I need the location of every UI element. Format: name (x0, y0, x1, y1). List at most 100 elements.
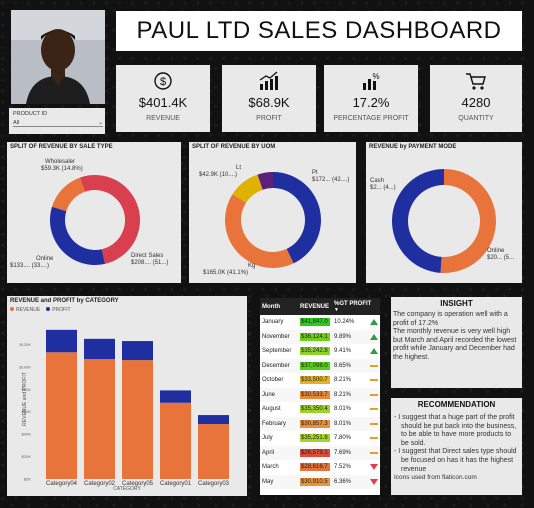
donut-slice-kg[interactable] (225, 194, 294, 268)
pct-wrapper: 8.01% (334, 406, 378, 412)
profit-bar[interactable] (198, 415, 229, 425)
pct-value: 8.01% (334, 406, 352, 413)
payment-donut (391, 169, 496, 273)
pct-cell: 8.01% (332, 416, 380, 431)
donut-slice-cash[interactable] (391, 169, 444, 273)
table-row[interactable]: February $30,857.3 8.01% (260, 416, 380, 431)
pt-name: Pt (312, 170, 318, 176)
table-row[interactable]: January $41,847.0 10.24% (260, 315, 380, 330)
y-tick-label: $60K (22, 409, 32, 414)
table-row[interactable]: August $35,350.4 8.01% (260, 402, 380, 417)
donut-slice-online[interactable] (440, 169, 496, 273)
recommendation-item: - I suggest that Direct sales type shoul… (394, 448, 517, 473)
kg-name: Kg (248, 263, 256, 269)
revenue-bar[interactable] (84, 359, 115, 479)
revenue-cell: $41,847.0 (298, 315, 332, 330)
revenue-bar[interactable] (46, 352, 77, 479)
product-id-slicer[interactable]: PRODUCT ID All ⌄ (9, 108, 105, 134)
pct-cell: 8.21% (332, 373, 380, 388)
pct-cell: 8.01% (332, 402, 380, 417)
svg-text:%: % (372, 72, 379, 81)
table-row[interactable]: March $28,616.7 7.52% (260, 460, 380, 475)
revenue-bar[interactable] (198, 424, 229, 479)
pct-value: 8.65% (334, 362, 352, 369)
table-row[interactable]: June $30,533.7 8.21% (260, 387, 380, 402)
revenue-value: $35,251.8 (300, 434, 330, 443)
table-row[interactable]: October $33,500.7 8.21% (260, 373, 380, 388)
profit-bar[interactable] (122, 341, 153, 361)
profit-bar[interactable] (84, 338, 115, 360)
up-triangle-icon (370, 333, 378, 340)
pct-value: 9.89% (334, 333, 352, 340)
revenue-bar[interactable] (160, 402, 191, 479)
percentage-chart-icon: % (363, 72, 380, 90)
online-name: Online (36, 256, 54, 262)
profit-chart-icon (259, 71, 278, 90)
table-header-row: Month REVENUE %GT PROFIT ▼ (260, 298, 380, 315)
slicer-dropdown[interactable]: All ⌄ (13, 120, 103, 127)
revenue-value: $36,124.1 (300, 332, 330, 341)
revenue-cell: $30,910.5 (298, 474, 332, 489)
x-tick-label: Category01 (160, 481, 192, 487)
kpi-value: $401.4K (138, 95, 188, 110)
direct-sales-name: Direct Sales (131, 253, 164, 259)
table-row[interactable]: September $35,242.8 9.41% (260, 344, 380, 359)
donut-slice-wholesaler[interactable] (51, 177, 85, 212)
month-cell: April (260, 445, 298, 460)
pct-wrapper: 10.24% (334, 319, 378, 326)
donut-slice-pt[interactable] (273, 172, 321, 264)
kpi-label: REVENUE (146, 115, 180, 122)
donut-slice-lt[interactable] (232, 174, 263, 203)
pct-wrapper: 7.52% (334, 464, 378, 471)
kg-value: $165.0K (41.1%) (203, 270, 249, 276)
profit-bar[interactable] (46, 329, 77, 353)
recommendation-item: - I suggest that a huge part of the prof… (394, 414, 517, 447)
up-triangle-icon (370, 348, 378, 355)
wholesaler-name: Wholesaler (45, 159, 76, 165)
table-row[interactable]: April $26,579.1 7.69% (260, 445, 380, 460)
revenue-value: $26,579.1 (300, 448, 330, 457)
table-row[interactable]: July $35,251.8 7.80% (260, 431, 380, 446)
pct-wrapper: 7.69% (334, 450, 378, 456)
insight-title: INSIGHT (440, 299, 473, 308)
donut-slice-direct-sales[interactable] (79, 175, 141, 264)
flat-bar-icon (370, 379, 378, 382)
revenue-cell: $35,350.4 (298, 402, 332, 417)
col-pct-profit[interactable]: %GT PROFIT ▼ (332, 298, 380, 315)
revenue-cell: $33,500.7 (298, 373, 332, 388)
table-row[interactable]: May $30,910.5 6.36% (260, 474, 380, 489)
legend-revenue-label: REVENUE (16, 307, 41, 313)
revenue-cell: $26,579.1 (298, 445, 332, 460)
month-cell: December (260, 358, 298, 373)
col-month[interactable]: Month (260, 298, 298, 315)
chart-legend: REVENUE PROFIT (10, 307, 71, 313)
recommendation-text: - I suggest that a huge part of the prof… (391, 414, 522, 474)
pct-wrapper: 8.21% (334, 392, 378, 398)
revenue-bar[interactable] (122, 360, 153, 479)
table-row[interactable]: November $36,124.1 9.89% (260, 329, 380, 344)
y-tick-label: $20K (22, 454, 32, 459)
pt-value: $172... (42....) (312, 177, 350, 183)
revenue-value: $28,616.7 (300, 463, 330, 472)
month-cell: August (262, 406, 281, 413)
profit-bar[interactable] (160, 390, 191, 403)
table-row[interactable]: December $37,098.0 8.65% (260, 358, 380, 373)
kpi-label: PROFIT (256, 115, 282, 122)
donut-slice-online[interactable] (49, 206, 106, 265)
cash-name: Cash (370, 178, 385, 184)
flat-bar-icon (370, 364, 378, 367)
sale-type-donut-panel: SPLIT OF REVENUE BY SALE TYPE Wholesaler… (7, 142, 181, 283)
category-bar-chart-panel: REVENUE and PROFIT by CATEGORY REVENUE P… (7, 296, 247, 496)
flat-bar-icon (370, 437, 378, 440)
col-revenue[interactable]: REVENUE (298, 298, 332, 315)
profile-photo (11, 10, 105, 104)
slicer-value: All (13, 120, 20, 126)
flat-bar-icon (370, 408, 378, 411)
kpi-card-quantity: 4280 QUANTITY (430, 65, 522, 132)
donut-slice-other[interactable] (257, 172, 273, 190)
monthly-revenue-table: Month REVENUE %GT PROFIT ▼ January $41,84… (260, 298, 380, 495)
legend-profit: PROFIT (46, 307, 71, 313)
col-pct-profit-label: %GT PROFIT (334, 300, 372, 307)
month-cell: November (260, 329, 298, 344)
revenue-cell: $28,616.7 (298, 460, 332, 475)
